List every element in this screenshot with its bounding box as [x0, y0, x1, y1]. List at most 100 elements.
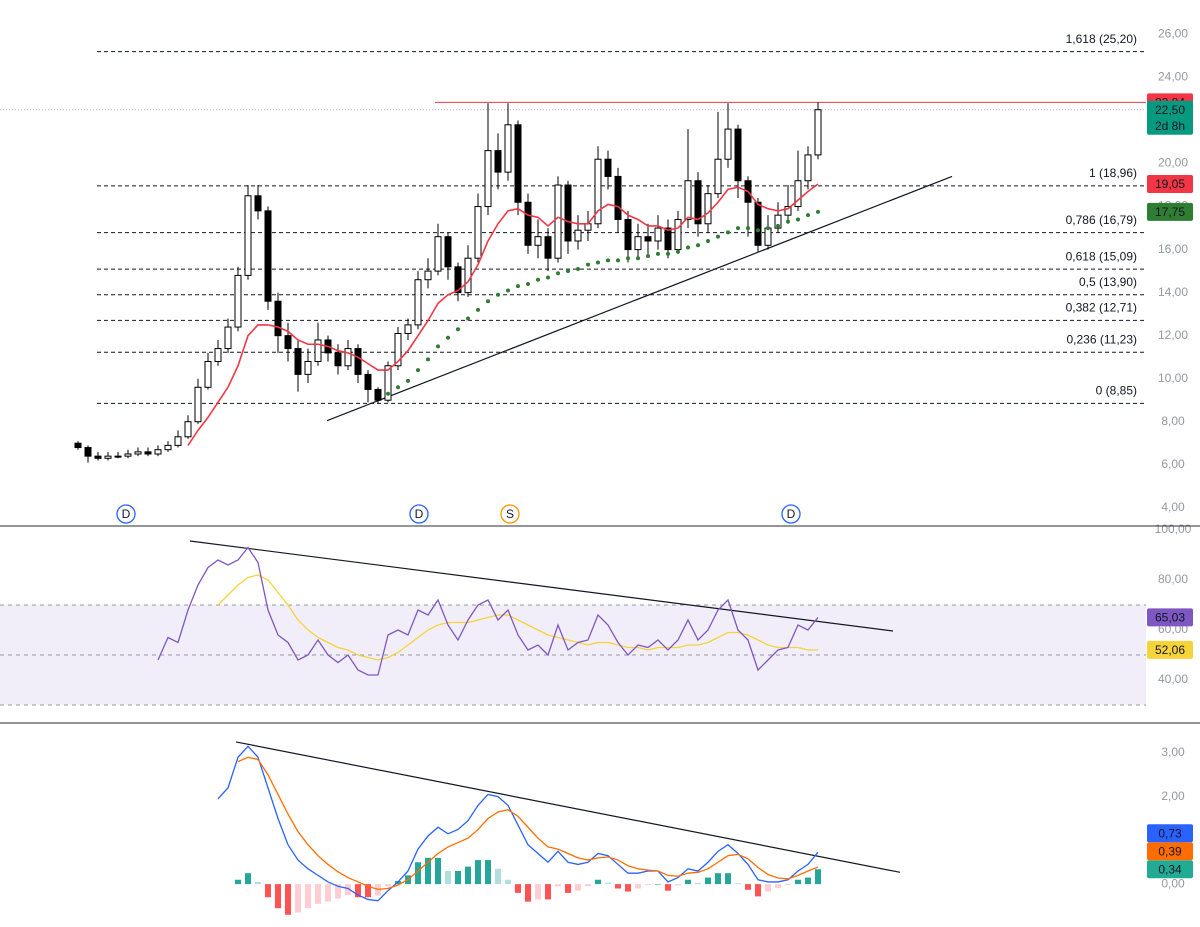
y-tick-label: 0,00 [1161, 876, 1185, 890]
event-marker [781, 504, 801, 524]
candle-body [594, 158, 602, 225]
y-tick-label: 14,00 [1158, 285, 1188, 299]
candle-body [684, 180, 692, 220]
ma-dot [656, 251, 660, 256]
ma-dot [436, 344, 440, 349]
y-tick-label: 3,00 [1161, 745, 1185, 759]
ma-dot [766, 226, 770, 231]
histogram-bar [435, 857, 441, 885]
candle-body [514, 124, 522, 203]
ma-dot [696, 243, 700, 248]
candle-body [314, 339, 322, 362]
histogram-bar [425, 857, 431, 885]
value-label-box [1147, 842, 1193, 861]
y-tick-label: 40,00 [1158, 672, 1188, 686]
histogram-bar [545, 884, 551, 900]
histogram-bar [295, 884, 301, 913]
candle-body [354, 348, 362, 375]
fib-label: 1,618 (25,20) [1066, 32, 1137, 46]
histogram-bar [625, 884, 631, 892]
y-tick-label: 16,00 [1158, 242, 1188, 256]
candle-body [114, 455, 122, 458]
histogram-bar [665, 884, 671, 891]
value-label: 0,73 [1158, 826, 1182, 840]
candle-body [584, 223, 592, 231]
price-label: 22,50 [1155, 103, 1185, 117]
candle-body [484, 150, 492, 208]
rsi-pane [0, 540, 1146, 706]
candle-body [214, 348, 222, 362]
y-tick-label: 26,00 [1158, 27, 1188, 41]
fib-label: 0 (8,85) [1096, 384, 1137, 398]
histogram-bar [355, 884, 361, 898]
value-label-box [1147, 608, 1193, 627]
histogram-bar [525, 884, 531, 902]
histogram-bar [605, 882, 611, 885]
event-marker [409, 504, 429, 524]
candle-body [644, 236, 652, 242]
histogram-bar [465, 866, 471, 885]
candle-body [624, 218, 632, 251]
y-tick-label: 80,00 [1158, 572, 1188, 586]
ma-dot [406, 378, 410, 383]
fib-label: 0,5 (13,90) [1079, 275, 1137, 289]
ma-dot [516, 284, 520, 289]
candle-body [164, 444, 172, 451]
fib-label: 0,236 (11,23) [1067, 332, 1138, 346]
histogram-bar [805, 877, 811, 885]
ma-dot [386, 391, 390, 396]
candle-body [714, 158, 722, 195]
histogram-bar [415, 862, 421, 885]
candle-body [224, 326, 232, 350]
ma-dot [816, 209, 820, 214]
candle-body [614, 175, 622, 220]
candle-body [74, 442, 82, 449]
y-tick-label: 24,00 [1158, 70, 1188, 84]
candle-body [244, 195, 252, 276]
candle-body [474, 206, 482, 259]
candle-body [724, 128, 732, 160]
histogram-bar [655, 884, 661, 885]
candle-body [394, 333, 402, 367]
candle-body [414, 279, 422, 326]
ma-dot [746, 226, 750, 231]
histogram-bar [585, 884, 591, 887]
event-label: S [506, 507, 514, 521]
histogram-bar [495, 868, 501, 885]
ma-dot [456, 327, 460, 332]
candle-body [814, 109, 822, 156]
fib-label: 1 (18,96) [1089, 166, 1137, 180]
ma-dot [556, 271, 560, 276]
histogram-bar [775, 884, 781, 889]
candle-body [794, 180, 802, 208]
ma-dot [676, 249, 680, 254]
histogram-bar [445, 871, 451, 885]
candle-body [754, 201, 762, 246]
candle-body [564, 184, 572, 242]
y-tick-label: 8,00 [1161, 414, 1185, 428]
ma-dot [796, 217, 800, 222]
ma-dot [506, 288, 510, 293]
fib-label: 0,382 (12,71) [1066, 301, 1137, 315]
ma-dot [466, 316, 470, 321]
ma-dot [616, 258, 620, 263]
histogram-bar [575, 884, 581, 891]
value-label-box [1147, 640, 1193, 659]
candle-body [194, 386, 202, 423]
ma-dot [476, 307, 480, 312]
ma-dot [706, 238, 710, 243]
histogram-bar [325, 884, 331, 902]
candle-body [554, 184, 562, 259]
ma-dot [486, 299, 490, 304]
price-label-box [1147, 100, 1193, 135]
candle-body [504, 124, 512, 173]
candle-body [264, 210, 272, 302]
histogram-bar [635, 884, 641, 889]
ma-dot [646, 254, 650, 259]
candle-body [124, 453, 132, 457]
ma-dot [596, 260, 600, 265]
histogram-bar [475, 860, 481, 885]
